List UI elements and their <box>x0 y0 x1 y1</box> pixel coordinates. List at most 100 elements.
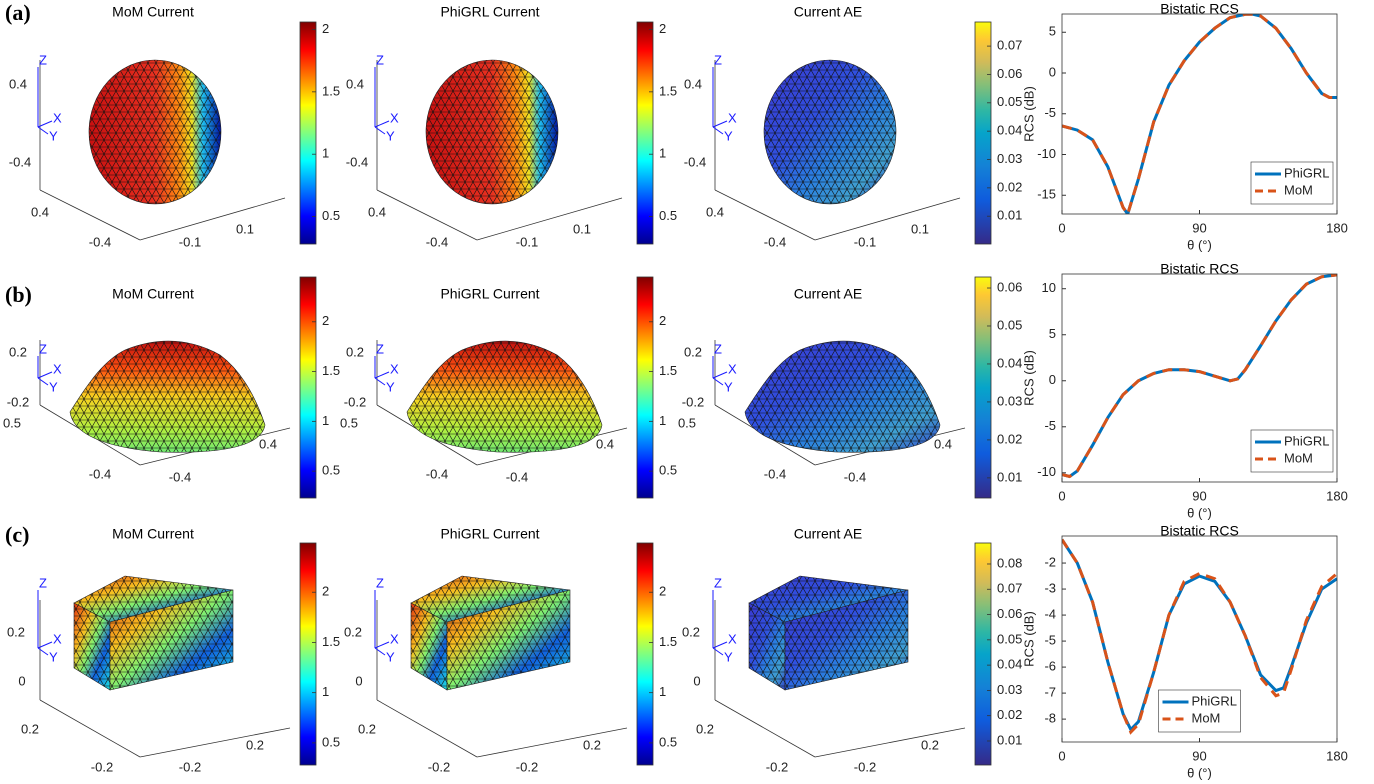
y-tick-label: -4 <box>1044 607 1056 622</box>
colorbar-tick-label: 2 <box>322 584 329 599</box>
axis-line <box>477 198 622 240</box>
x-tick-label: 0.2 <box>246 737 264 752</box>
colorbar <box>975 22 991 244</box>
triad-y <box>375 127 385 134</box>
y-tick-label: -0.4 <box>764 466 786 481</box>
triad-label: X <box>390 110 399 125</box>
x-tick-label: 90 <box>1192 748 1206 763</box>
mesh-surface <box>407 341 602 452</box>
y-tick-label: -10 <box>1037 464 1056 479</box>
y-tick-label: -7 <box>1044 685 1056 700</box>
x-tick-label: -0.4 <box>169 469 191 484</box>
z-tick-label: 0 <box>693 673 700 688</box>
y-axis-label: RCS (dB) <box>1021 86 1036 142</box>
x-tick-label: 0 <box>1058 748 1065 763</box>
x-tick-label: 0.1 <box>573 221 591 236</box>
y-tick-label: -5 <box>1044 105 1056 120</box>
y-tick-label: -0.2 <box>91 759 113 774</box>
triad-y <box>38 648 48 655</box>
colorbar-tick-label: 0.01 <box>997 732 1022 747</box>
y-tick-label: 0.4 <box>368 204 386 219</box>
colorbar-tick-label: 0.5 <box>659 734 677 749</box>
axis-line <box>815 728 965 757</box>
y-tick-label: -3 <box>1044 580 1056 595</box>
axis-line <box>815 198 960 240</box>
z-tick-label: -0.4 <box>346 154 368 169</box>
axis-line <box>477 728 627 757</box>
x-tick-label: 0.4 <box>259 436 277 451</box>
z-tick-label: 0.2 <box>7 624 25 639</box>
figure: (a)MoM CurrentZXY0.4-0.40.4-0.4-0.10.10.… <box>0 0 1374 784</box>
z-tick-label: 0.2 <box>346 344 364 359</box>
triad-label: X <box>728 361 737 376</box>
colorbar-tick-label: 1 <box>659 146 666 161</box>
y-tick-label: 0 <box>1049 64 1056 79</box>
x-axis-label: θ (°) <box>1187 765 1212 780</box>
triad-label: X <box>53 110 62 125</box>
colorbar-tick-label: 1.5 <box>659 363 677 378</box>
y-tick-label: -0.4 <box>764 234 786 249</box>
axis-line <box>140 728 290 757</box>
mesh-grid <box>764 60 896 204</box>
x-tick-label: -0.1 <box>854 234 876 249</box>
y-tick-label: -8 <box>1044 711 1056 726</box>
colorbar-tick-label: 2 <box>322 313 329 328</box>
mesh-grid <box>426 60 558 204</box>
y-tick-label: 5 <box>1049 326 1056 341</box>
triad-label: Z <box>376 575 384 590</box>
legend-label: PhiGRL <box>1192 693 1238 708</box>
colorbar-tick-label: 2 <box>659 313 666 328</box>
colorbar-tick-label: 0.08 <box>997 555 1022 570</box>
triad-label: Y <box>49 649 58 664</box>
y-tick-label: -6 <box>1044 659 1056 674</box>
y-axis-label: RCS (dB) <box>1021 350 1036 406</box>
x-axis-label: θ (°) <box>1187 505 1212 520</box>
triad-y <box>375 378 385 385</box>
y-tick-label: -15 <box>1037 187 1056 202</box>
colorbar-tick-label: 1 <box>659 413 666 428</box>
colorbar-tick-label: 1 <box>659 684 666 699</box>
z-tick-label: 0.4 <box>9 76 27 91</box>
x-tick-label: -0.2 <box>516 759 538 774</box>
mesh-grid <box>745 341 940 452</box>
colorbar-tick-label: 0.04 <box>997 657 1022 672</box>
colorbar-tick-label: 1 <box>322 684 329 699</box>
x-tick-label: -0.2 <box>179 759 201 774</box>
mesh-grid <box>407 341 602 452</box>
z-tick-label: 0.2 <box>9 344 27 359</box>
axis-line <box>377 190 477 240</box>
x-tick-label: 0 <box>1058 488 1065 503</box>
triad-label: Y <box>386 379 395 394</box>
triad-label: X <box>728 110 737 125</box>
triad-label: Y <box>724 128 733 143</box>
colorbar-tick-label: 0.04 <box>997 355 1022 370</box>
triad-y <box>713 648 723 655</box>
panel-title: PhiGRL Current <box>440 286 539 302</box>
panel-title: MoM Current <box>112 4 194 20</box>
legend-label: MoM <box>1284 450 1313 465</box>
y-tick-label: -5 <box>1044 418 1056 433</box>
y-tick-label: 0.4 <box>31 204 49 219</box>
colorbar-tick-label: 1 <box>322 146 329 161</box>
colorbar-tick-label: 0.03 <box>997 393 1022 408</box>
axis-line <box>40 700 140 757</box>
triad-label: Z <box>39 341 47 356</box>
x-tick-label: 0.1 <box>236 221 254 236</box>
triad-label: Y <box>49 128 58 143</box>
y-tick-label: 0.2 <box>21 721 39 736</box>
colorbar-tick-label: 0.05 <box>997 631 1022 646</box>
colorbar <box>300 277 316 498</box>
panel-title: PhiGRL Current <box>440 526 539 542</box>
colorbar-tick-label: 0.01 <box>997 469 1022 484</box>
triad-label: Z <box>39 52 47 67</box>
z-tick-label: 0 <box>18 673 25 688</box>
z-tick-label: 0.2 <box>684 344 702 359</box>
colorbar-tick-label: 0.5 <box>322 208 340 223</box>
panel-title: Current AE <box>794 526 862 542</box>
y-tick-label: -0.4 <box>89 234 111 249</box>
y-tick-label: -0.4 <box>89 466 111 481</box>
colorbar <box>637 543 653 765</box>
y-tick-label: 0.5 <box>678 415 696 430</box>
z-tick-label: -0.2 <box>344 394 366 409</box>
colorbar-tick-label: 0.02 <box>997 431 1022 446</box>
